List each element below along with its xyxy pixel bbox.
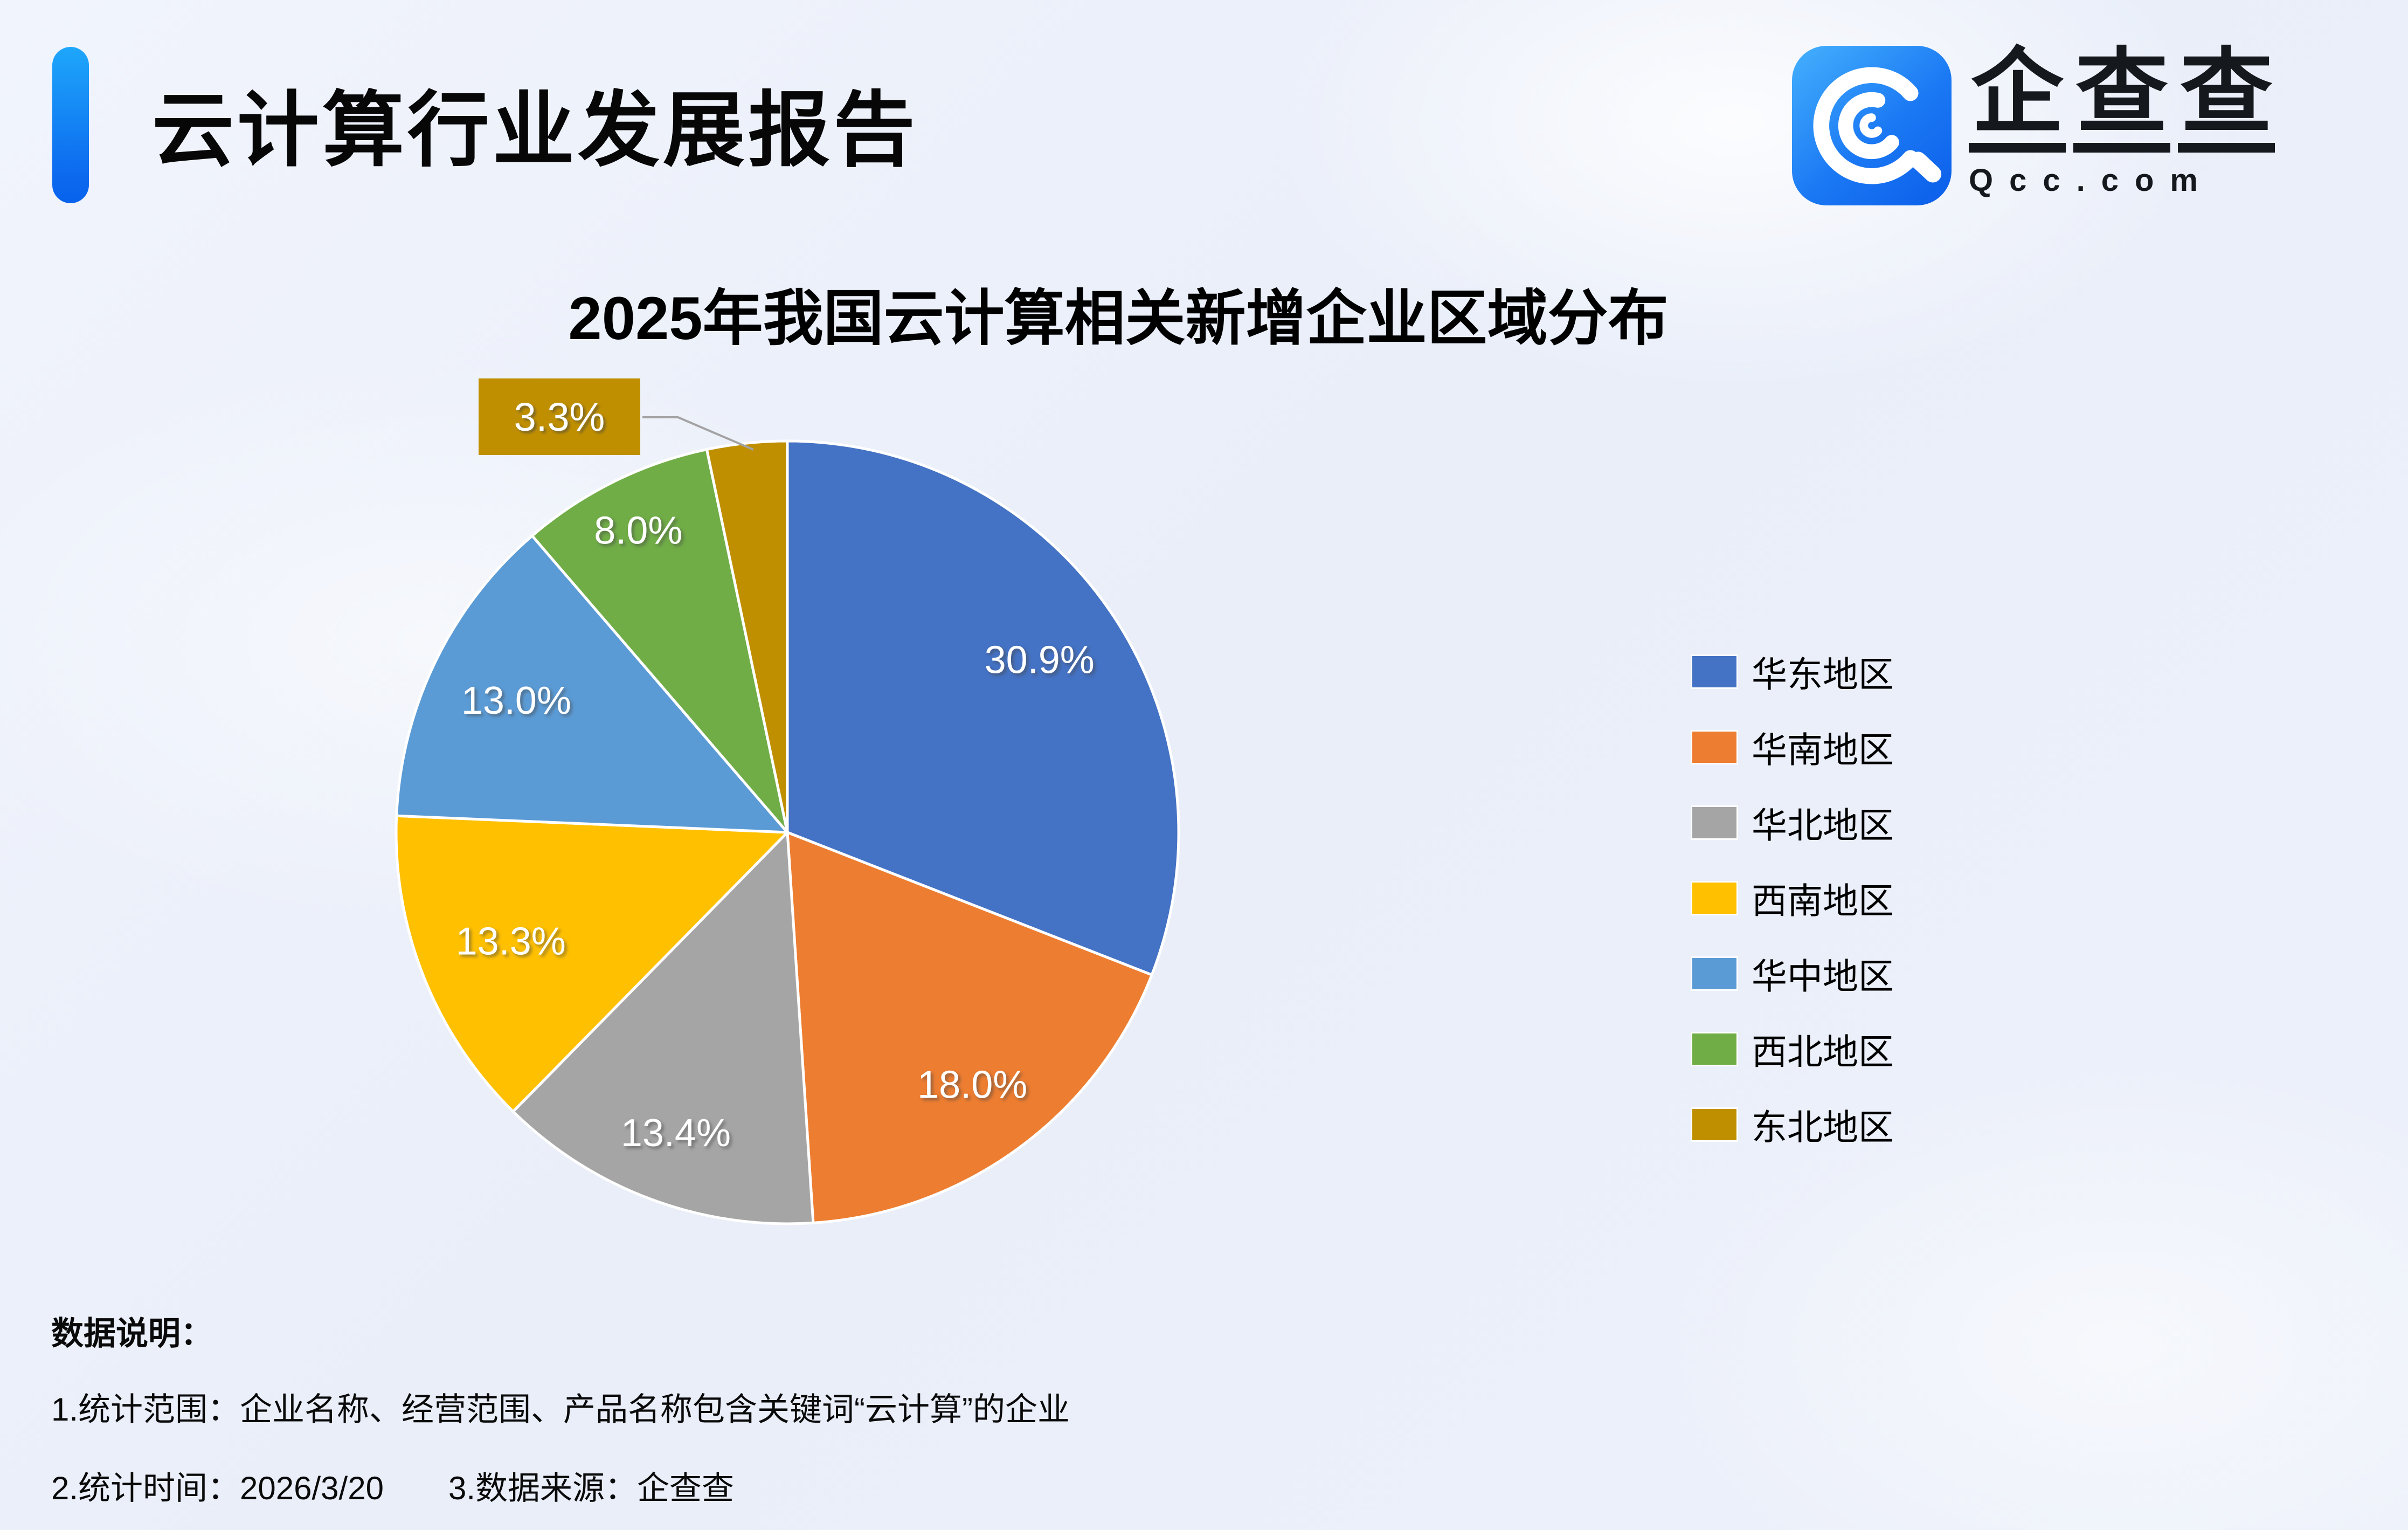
note-data-source: 3.数据来源：企查查: [448, 1470, 735, 1506]
pie-data-label-华中地区: 13.0%: [461, 679, 571, 722]
legend-swatch: [1692, 1033, 1736, 1065]
legend-swatch: [1692, 807, 1736, 838]
brand-char: 企: [1969, 46, 2066, 153]
pie-slice-东北地区: [705, 439, 789, 834]
pie-data-label-华东地区: 30.9%: [985, 639, 1095, 682]
callout-leader-line: [642, 416, 754, 451]
legend-row: 西南地区: [1692, 860, 1894, 936]
pie-slice-华北地区: [511, 831, 815, 1225]
legend-label: 西南地区: [1752, 881, 1894, 921]
callout-label: 3.3%: [479, 378, 640, 455]
legend-label: 华中地区: [1752, 956, 1894, 996]
brand-char: 查: [2073, 46, 2170, 153]
legend-label: 华北地区: [1752, 805, 1894, 845]
legend-label: 东北地区: [1752, 1107, 1894, 1147]
legend-row: 华北地区: [1692, 785, 1894, 860]
legend: 华东地区 华南地区 华北地区 西南地区 华中地区 西北地区 东北地区: [1692, 634, 1894, 1162]
note-line-2: 2.统计时间：2026/3/20 3.数据来源：企查查: [51, 1462, 734, 1509]
pie-slice-西南地区: [395, 814, 789, 1113]
legend-swatch: [1692, 1109, 1736, 1140]
spiral-q-glyph: [1813, 67, 1942, 184]
pie-data-label-华北地区: 13.4%: [621, 1112, 731, 1155]
legend-row: 华东地区: [1692, 634, 1894, 709]
legend-row: 东北地区: [1692, 1087, 1894, 1162]
brand-wordmark: 企 查 查 Qcc.com: [1969, 46, 2282, 208]
legend-label: 华东地区: [1752, 654, 1894, 694]
pie-slice-华南地区: [786, 831, 1153, 1224]
header-accent-bar: [52, 47, 89, 203]
legend-row: 华南地区: [1692, 709, 1894, 785]
legend-label: 华南地区: [1752, 730, 1894, 770]
chart-title: 2025年我国云计算相关新增企业区域分布: [568, 285, 1669, 352]
legend-swatch: [1692, 656, 1736, 687]
pie-data-label-华南地区: 18.0%: [917, 1064, 1027, 1107]
brand-name-cn: 企 查 查: [1969, 46, 2282, 153]
legend-swatch: [1692, 883, 1736, 914]
brand-domain: Qcc.com: [1969, 163, 2214, 198]
pie-slice-华东地区: [786, 439, 1180, 976]
legend-row: 西北地区: [1692, 1011, 1894, 1087]
pie-slice-西北地区: [530, 448, 789, 834]
qcc-logo-icon: [1792, 46, 1952, 205]
legend-label: 西北地区: [1752, 1032, 1894, 1072]
pie-data-label-西北地区: 8.0%: [594, 509, 682, 552]
page-title: 云计算行业发展报告: [152, 85, 918, 176]
pie-data-label-西南地区: 13.3%: [456, 920, 566, 963]
brand-char: 查: [2178, 46, 2275, 153]
notes-heading: 数据说明：: [51, 1315, 213, 1352]
legend-swatch: [1692, 958, 1736, 989]
note-statistics-scope: 1.统计范围：企业名称、经营范围、产品名称包含关键词“云计算”的企业: [51, 1391, 1070, 1428]
brand-logo: 企 查 查 Qcc.com: [1792, 46, 2363, 208]
legend-row: 华中地区: [1692, 936, 1894, 1011]
legend-swatch: [1692, 732, 1736, 763]
note-statistics-time: 2.统计时间：2026/3/20: [51, 1470, 384, 1506]
pie-slice-华中地区: [395, 534, 789, 834]
